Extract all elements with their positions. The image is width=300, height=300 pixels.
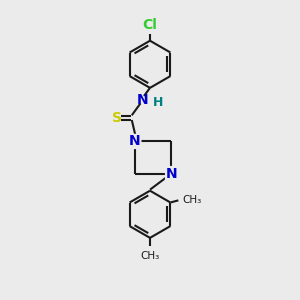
Text: CH₃: CH₃	[183, 195, 202, 206]
Text: H: H	[153, 96, 164, 109]
Text: N: N	[166, 167, 177, 181]
Text: S: S	[112, 111, 122, 125]
Text: Cl: Cl	[142, 18, 158, 32]
Text: N: N	[137, 93, 148, 106]
Text: CH₃: CH₃	[140, 251, 160, 261]
Text: N: N	[129, 134, 141, 148]
